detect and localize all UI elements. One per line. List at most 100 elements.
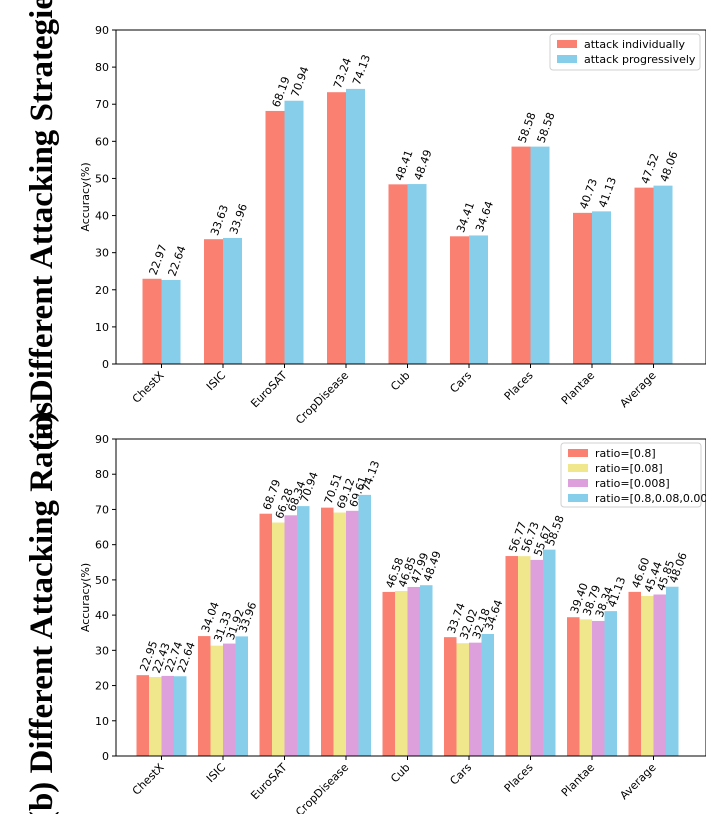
bar — [136, 675, 149, 756]
y-tick-label: 20 — [95, 680, 109, 693]
bar — [634, 187, 654, 364]
bar — [204, 239, 223, 364]
y-tick-label: 40 — [95, 609, 109, 622]
bar — [573, 212, 592, 364]
bar — [284, 100, 304, 365]
legend-label: ratio=[0.08] — [595, 462, 663, 475]
bar — [223, 643, 236, 756]
bar — [272, 522, 285, 756]
y-tick-label: 70 — [95, 98, 109, 111]
bar — [456, 643, 469, 756]
bar — [235, 636, 248, 756]
chart-b: Accuracy(%)010203040506070809022.9522.43… — [79, 433, 706, 814]
bar — [653, 185, 673, 364]
legend-box — [560, 442, 702, 508]
bar — [161, 675, 174, 756]
x-tick-label: Cars — [447, 761, 474, 788]
y-tick-label: 90 — [95, 24, 109, 37]
y-tick-label: 10 — [95, 321, 109, 334]
bar — [481, 633, 494, 756]
bar — [530, 146, 550, 364]
bar-value-label: 22.64 — [166, 244, 189, 278]
legend-swatch — [557, 40, 577, 48]
legend: ratio=[0.8] ratio=[0.08] ratio=[0.008] rati… — [560, 442, 706, 508]
bar-value-label: 41.13 — [596, 175, 619, 209]
y-tick-label: 10 — [95, 715, 109, 728]
legend-swatch — [568, 479, 588, 487]
x-tick-label: Places — [502, 369, 536, 403]
bar — [579, 619, 592, 756]
y-tick-label: 80 — [95, 61, 109, 74]
y-tick-label: 20 — [95, 284, 109, 297]
x-tick-label: Average — [617, 761, 658, 802]
legend-box — [549, 33, 701, 71]
legend-label: attack progressively — [584, 53, 696, 66]
y-tick-label: 80 — [95, 468, 109, 481]
bar — [161, 279, 181, 364]
x-tick-label: Places — [502, 761, 536, 795]
legend: attack individually attack progressively — [549, 33, 701, 71]
bar — [198, 636, 211, 756]
bar — [604, 611, 617, 756]
bar — [641, 595, 654, 756]
x-tick-label: Plantae — [559, 761, 598, 800]
bar-value-label: 33.96 — [227, 202, 250, 236]
bar — [358, 494, 371, 756]
bar — [395, 590, 408, 756]
bar-value-label: 48.06 — [658, 150, 681, 184]
bar-value-label: 73.24 — [331, 56, 354, 90]
x-tick-label: Cub — [388, 761, 413, 786]
legend-swatch — [557, 55, 577, 63]
plot-frame — [115, 29, 706, 365]
y-tick-label: 30 — [95, 247, 109, 260]
bar — [450, 236, 469, 364]
bar — [297, 506, 310, 756]
bar-value-label: 70.94 — [289, 65, 312, 99]
bar — [382, 591, 395, 756]
bar — [265, 110, 285, 364]
bar — [333, 512, 346, 756]
x-tick-label: ChestX — [130, 761, 167, 798]
bar — [511, 146, 531, 364]
x-tick-label: EuroSAT — [248, 369, 290, 411]
bar — [653, 594, 666, 756]
plot-frame — [115, 438, 706, 757]
bar — [407, 184, 427, 364]
x-tick-label: Average — [617, 369, 658, 410]
bar — [543, 549, 556, 756]
y-axis-label: Accuracy(%) — [79, 162, 92, 231]
y-tick-label: 30 — [95, 644, 109, 657]
legend-label: ratio=[0.008] — [595, 477, 670, 490]
bar — [592, 620, 605, 756]
x-tick-label: CropDisease — [293, 369, 351, 427]
legend-swatch — [568, 494, 588, 502]
bar — [321, 507, 334, 756]
bar — [469, 642, 482, 756]
bar — [444, 637, 457, 756]
bar — [567, 617, 580, 756]
bar — [327, 92, 346, 365]
x-tick-label: ChestX — [130, 369, 167, 406]
bar-value-label: 47.52 — [639, 152, 662, 186]
y-tick-label: 90 — [95, 433, 109, 446]
x-tick-label: Cub — [388, 369, 413, 394]
x-tick-label: Plantae — [559, 369, 598, 408]
panel-title-a: (a) Different Attacking Strategies — [24, 0, 60, 450]
bar — [592, 211, 611, 364]
bar — [142, 278, 162, 364]
y-tick-label: 50 — [95, 574, 109, 587]
legend-label: ratio=[0.8,0.08,0.008] — [595, 492, 706, 505]
bar-value-label: 74.13 — [350, 53, 373, 87]
panel-title-b: (b) Different Attacking Ratios — [24, 402, 60, 814]
y-tick-label: 60 — [95, 539, 109, 552]
bar — [149, 676, 162, 756]
y-tick-label: 60 — [95, 135, 109, 148]
bar — [420, 585, 433, 756]
bar — [210, 645, 223, 756]
bar — [469, 235, 488, 364]
y-tick-label: 70 — [95, 503, 109, 516]
chart-a: Accuracy(%)010203040506070809022.9722.64… — [79, 24, 706, 427]
x-tick-label: EuroSAT — [248, 761, 290, 803]
x-tick-label: ISIC — [204, 369, 228, 393]
y-tick-label: 40 — [95, 210, 109, 223]
